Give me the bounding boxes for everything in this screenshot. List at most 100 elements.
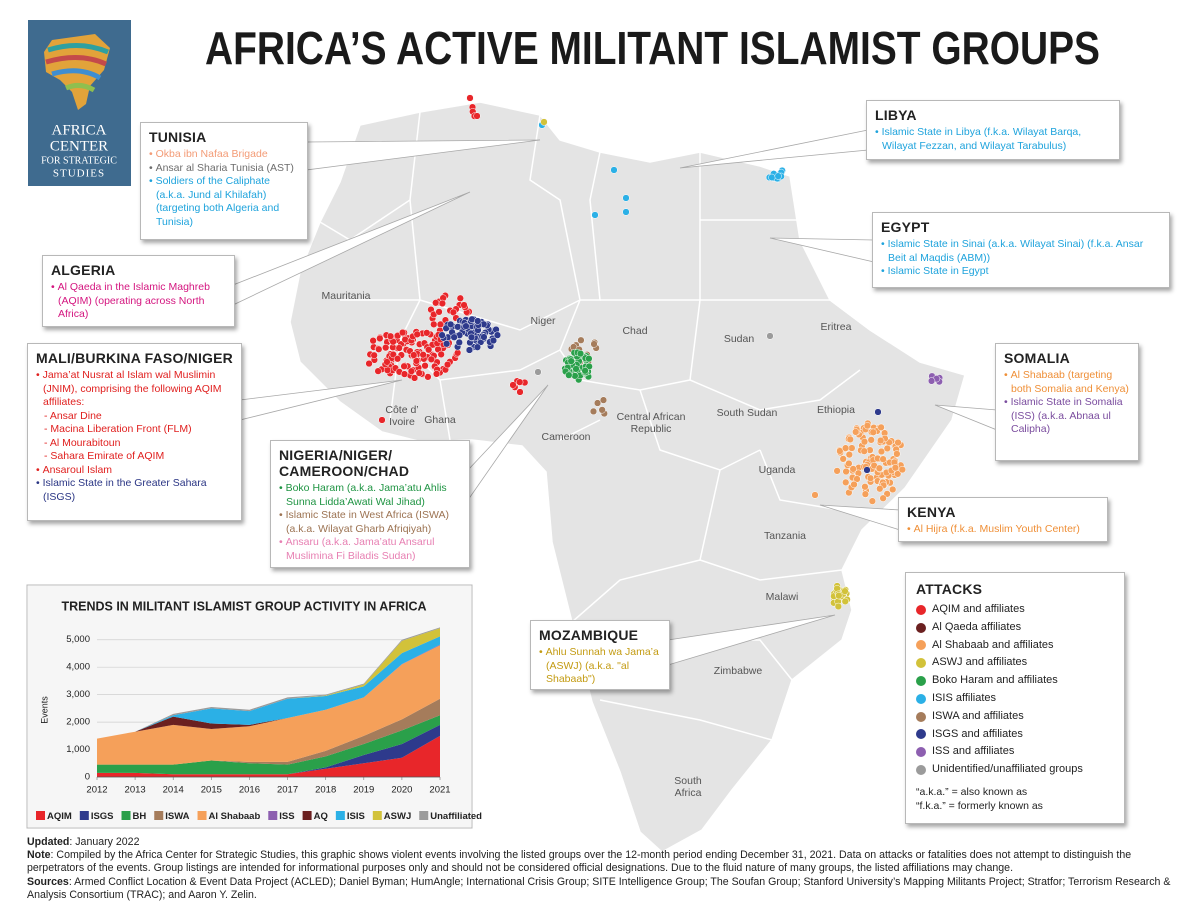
attack-point [877, 436, 885, 445]
legend-label: AQIM [47, 811, 72, 822]
attack-point [836, 447, 844, 455]
attack-point [610, 166, 618, 174]
attack-point [480, 333, 488, 341]
x-tick-label: 2016 [239, 785, 260, 796]
country-label: Ethiopia [817, 404, 855, 416]
legend-label: BH [133, 811, 147, 822]
attack-point [432, 370, 441, 378]
attack-point [845, 459, 853, 468]
attack-point [893, 450, 901, 458]
attack-point [879, 494, 887, 502]
attack-points [365, 94, 944, 611]
callout-box: LIBYA Islamic State in Libya (f.k.a. Wila… [866, 100, 1120, 160]
callout-title: NIGERIA/NIGER/ CAMEROON/CHAD [279, 447, 410, 479]
attack-point [860, 438, 869, 446]
attack-point [398, 328, 407, 337]
attack-point [489, 336, 498, 345]
attack-point [927, 377, 936, 385]
attack-point [462, 322, 470, 330]
attack-point [593, 399, 602, 407]
callout-item: Al Shabaab (targeting both Somalia and K… [1004, 369, 1130, 396]
attack-point [419, 351, 427, 359]
callout-title: TUNISIA [149, 129, 207, 145]
attack-point [425, 346, 433, 354]
callout-title: SOMALIA [1004, 350, 1070, 366]
legend-swatch [335, 811, 345, 820]
attack-point [834, 602, 842, 611]
attack-point [365, 359, 373, 368]
callout-item: Islamic State in Egypt [881, 265, 1161, 279]
attack-point [430, 320, 438, 329]
attack-point [437, 350, 445, 359]
attack-point [842, 467, 850, 476]
attack-point [401, 335, 409, 344]
attack-point [877, 423, 885, 431]
callout-box: TUNISIA Okba ibn Nafaa BrigadeAnsar al Sh… [140, 122, 308, 240]
legend-notes: “a.k.a.” = also known as “f.k.a.” = form… [916, 785, 1114, 813]
attack-point [421, 362, 429, 370]
attack-point [443, 360, 452, 369]
attack-point [848, 444, 856, 452]
legend-label: Al Shabaab [209, 811, 261, 822]
callout-item: Al Qaeda in the Islamic Maghreb (AQIM) (… [51, 281, 226, 322]
callout-item: Islamic State in Sinai (a.k.a. Wilayat S… [881, 238, 1161, 265]
attack-point [599, 396, 608, 404]
legend-swatch [268, 811, 278, 820]
attack-point [869, 428, 877, 436]
callout-item: Islamic State in the Greater Sahara (ISG… [36, 477, 233, 504]
attack-point [571, 372, 579, 380]
callout-title: LIBYA [875, 107, 917, 123]
y-tick-label: 4,000 [66, 662, 90, 673]
legend-entry: ISS and affiliates [916, 743, 1114, 761]
legend-swatch [197, 811, 207, 820]
footer-updated: Updated: January 2022 [27, 836, 1172, 849]
x-tick-label: 2019 [353, 785, 374, 796]
legend-swatch [916, 640, 926, 651]
attack-point [540, 118, 548, 126]
attack-point [460, 301, 468, 309]
attack-point [839, 455, 847, 463]
callout-item: Islamic State in West Africa (ISWA) (a.k… [279, 509, 461, 536]
logo-line: FOR STRATEGIC [41, 155, 117, 166]
attack-point [768, 173, 776, 182]
attack-point [577, 336, 585, 344]
legend-entry: ISWA and affiliates [916, 708, 1114, 726]
legend-label: ISWA and affiliates [932, 709, 1024, 722]
attack-point [835, 592, 843, 600]
legend-swatch [916, 693, 926, 704]
legend-entry: Al Qaeda affiliates [916, 619, 1114, 637]
attack-point [842, 478, 850, 487]
attack-point [866, 474, 875, 482]
callout-box: KENYA Al Hijra (f.k.a. Muslim Youth Cente… [898, 497, 1108, 542]
attack-point [863, 466, 871, 474]
legend-label: ISGS and affiliates [932, 727, 1023, 740]
callout-item: Jama’at Nusrat al Islam wal Muslimin (JN… [36, 369, 233, 410]
legend-label: ASWJ and affiliates [932, 656, 1028, 669]
attack-point [456, 294, 464, 302]
callout-item: Soldiers of the Caliphate (a.k.a. Jund a… [149, 175, 299, 229]
attack-point [591, 211, 599, 219]
attack-point [474, 317, 482, 325]
attack-point [410, 374, 419, 382]
legend-swatch [121, 811, 131, 820]
attack-point [383, 358, 391, 366]
country-label: Niger [530, 315, 556, 327]
legend-note: “f.k.a.” = formerly known as [916, 799, 1043, 812]
legend-entry: Unidentified/unaffiliated groups [916, 761, 1114, 779]
country-label: Ivoire [389, 416, 415, 428]
legend-label: ISIS affiliates [932, 691, 996, 704]
attack-point [845, 450, 853, 459]
callout-item: - Al Mourabitoun [44, 436, 121, 449]
attack-point [423, 329, 431, 337]
attack-point [438, 299, 447, 308]
attack-point [585, 355, 593, 363]
attack-point [370, 351, 378, 359]
attack-point [622, 194, 630, 202]
callout-box: SOMALIA Al Shabaab (targeting both Somali… [995, 343, 1139, 461]
country-label: Côte d’ [385, 404, 418, 416]
attack-point [860, 447, 868, 455]
attack-point [509, 381, 517, 389]
country-label: Chad [622, 325, 647, 337]
legend-entry: Al Shabaab and affiliates [916, 637, 1114, 655]
